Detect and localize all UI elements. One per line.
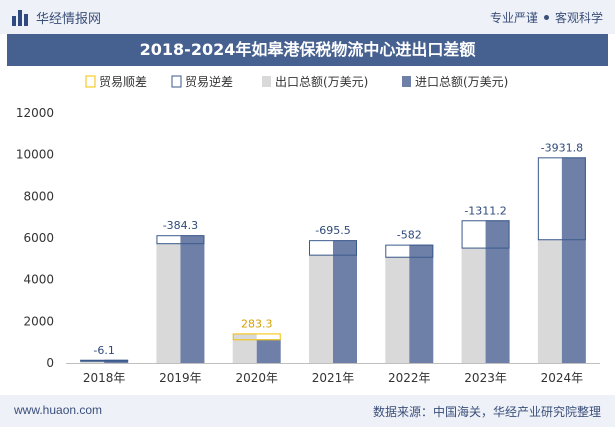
legend-label-3: 进口总额(万美元) [415,75,508,89]
huajing-logo-icon [12,9,30,26]
balance-labels: -6.1 -384.3 283.3 -695.5 -582 -1311.2 -3931.8 [93,141,583,356]
y-tick-label: 12000 [16,106,54,120]
legend-label-2: 出口总额(万美元) [275,75,368,89]
deficit-marker [385,244,434,258]
surplus-marker [232,333,281,341]
export-bar [461,247,486,363]
separator-dot-icon [543,15,549,20]
footer-url[interactable]: www.huaon.com [14,403,103,417]
footer: www.huaon.com 数据来源：中国海关，华经产业研究院整理 [0,395,615,427]
deficit-marker [537,157,586,241]
balance-label: -1311.2 [464,204,506,217]
export-bar [537,239,562,363]
title-bar: 2018-2024年如皋港保税物流中心进出口差额 [7,34,608,66]
x-tick-label: 2021年 [312,371,355,385]
brand: 华经情报网 [12,8,101,27]
y-tick-label: 0 [46,356,54,370]
legend-swatch-2 [262,76,271,87]
legend-label-0: 贸易顺差 [99,75,147,89]
deficit-marker [156,235,205,245]
import-bar [409,244,434,363]
import-bar [561,157,586,363]
tag-objective: 客观科学 [554,11,603,25]
deficit-marker [461,220,510,249]
balance-label: -384.3 [163,219,198,232]
x-tick-label: 2023年 [464,371,507,385]
import-bar [485,220,510,363]
legend-swatch-3 [402,76,411,87]
x-tick-label: 2018年 [83,371,126,385]
import-bar [256,339,281,363]
legend-swatch-0 [85,75,96,88]
export-bar [232,333,257,363]
y-tick-label: 4000 [23,273,54,287]
y-tick-label: 10000 [16,148,54,162]
x-tick-label: 2020年 [235,371,278,385]
chart-area: 贸易顺差 贸易逆差 出口总额(万美元) 进口总额(万美元) 0 2000 4000 6000… [16,74,600,385]
x-axis: 2018年 2019年 2020年 2021年 2022年 2023年 2024年 [66,363,600,385]
export-bar [156,243,181,363]
deficit-marker [80,359,129,362]
balance-label: -3931.8 [541,141,583,154]
balance-label: 283.3 [241,317,273,330]
y-tick-label: 6000 [23,231,54,245]
balance-label: -582 [397,229,422,242]
tag-professional: 专业严谨 [489,11,538,25]
import-bar [333,240,357,363]
legend: 贸易顺差 贸易逆差 出口总额(万美元) 进口总额(万美元) [85,74,508,89]
brand-name: 华经情报网 [36,11,102,26]
y-axis: 0 2000 4000 6000 8000 10000 12000 [16,106,54,370]
top-bar: 华经情报网 专业严谨 客观科学 [0,0,615,34]
deficit-marker [309,240,357,256]
header-tags: 专业严谨 客观科学 [490,9,603,26]
x-tick-label: 2022年 [388,371,431,385]
import-bar [180,235,205,363]
export-bar [385,256,410,363]
chart-title: 2018-2024年如皋港保税物流中心进出口差额 [139,40,476,59]
balance-label: -695.5 [315,224,350,237]
legend-label-1: 贸易逆差 [185,74,233,89]
y-tick-label: 8000 [23,189,54,203]
balance-label: -6.1 [93,344,114,357]
bars [80,157,586,363]
y-tick-label: 2000 [23,314,54,328]
export-bar [309,254,333,363]
x-tick-label: 2019年 [159,371,202,385]
legend-swatch-1 [171,75,182,88]
x-tick-label: 2024年 [541,371,584,385]
data-source: 数据来源：中国海关，华经产业研究院整理 [372,405,601,419]
